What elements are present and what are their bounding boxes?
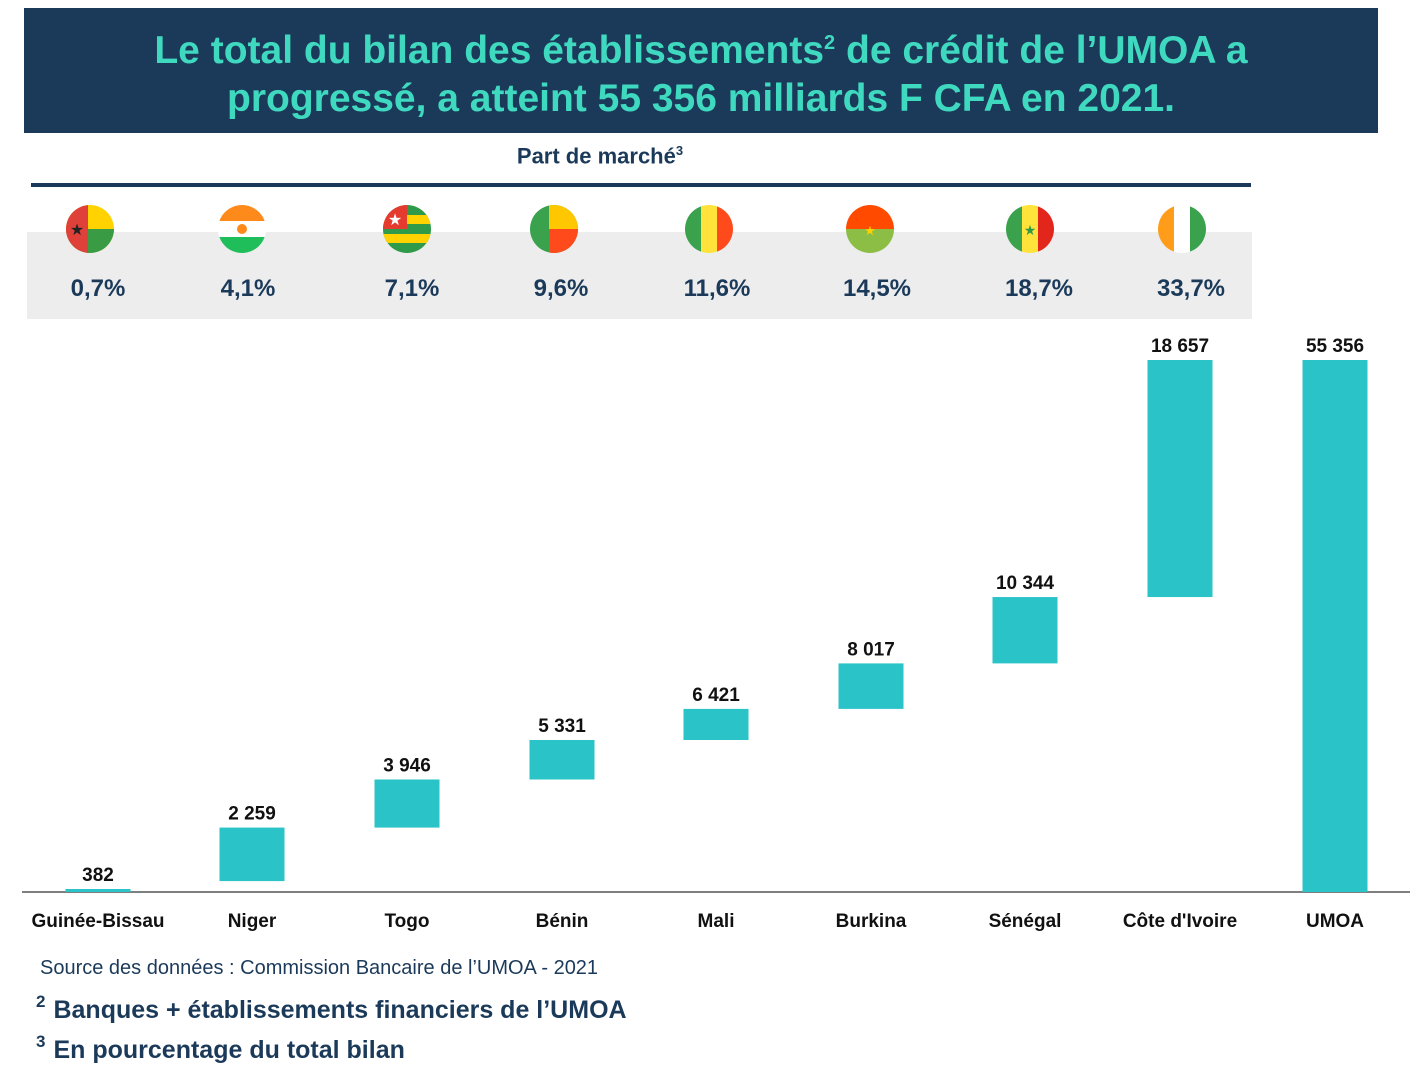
category-label: Sénégal: [989, 911, 1062, 932]
category-label: Bénin: [536, 911, 589, 932]
market-share-value: 4,1%: [220, 275, 276, 302]
niger-flag-icon: [218, 205, 266, 253]
category-label: UMOA: [1306, 911, 1364, 932]
heading-divider: [31, 183, 1251, 187]
svg-text:★: ★: [1024, 222, 1037, 238]
svg-text:★: ★: [70, 222, 84, 239]
data-label: 5 331: [538, 716, 586, 737]
data-label: 2 259: [228, 804, 276, 825]
mali-flag-icon: [685, 205, 733, 253]
category-label: Togo: [384, 911, 429, 932]
category-label: Burkina: [836, 911, 907, 932]
data-label: 8 017: [847, 639, 895, 660]
market-share-value: 14,5%: [842, 275, 912, 302]
market-share-value: 0,7%: [70, 275, 126, 302]
bar-b-nin: [529, 739, 595, 780]
footnote-2: 2 Banques + établissements financiers de …: [36, 992, 627, 1024]
bar-s-n-gal: [992, 597, 1058, 664]
category-label: Côte d'Ivoire: [1123, 911, 1237, 932]
market-share-value: 9,6%: [533, 275, 589, 302]
category-label: Niger: [228, 911, 277, 932]
data-label: 3 946: [383, 755, 431, 776]
bar-mali: [683, 708, 749, 740]
title-line-1: Le total du bilan des établissements2 de…: [154, 28, 1248, 72]
data-label: 55 356: [1306, 336, 1364, 357]
bar-togo: [374, 779, 440, 828]
data-label: 6 421: [692, 685, 740, 706]
market-share-value: 7,1%: [384, 275, 440, 302]
title-banner: Le total du bilan des établissements2 de…: [24, 8, 1378, 133]
cote-divoire-flag-icon: [1158, 205, 1206, 253]
market-share-value: 33,7%: [1156, 275, 1226, 302]
market-share-value: 18,7%: [1004, 275, 1074, 302]
source-note: Source des données : Commission Bancaire…: [40, 957, 599, 979]
svg-text:★: ★: [864, 223, 876, 238]
footnote-3: 3 En pourcentage du total bilan: [36, 1032, 405, 1064]
market-share-heading: Part de marché3: [516, 143, 684, 169]
bar-guin-e-bissau: [65, 889, 131, 892]
waterfall-chart: 382 Guinée-Bissau 2 259 Niger 3 946 Togo 5 331…: [22, 336, 1410, 932]
guinea-bissau-flag-icon: ★: [66, 205, 114, 253]
data-label: 18 657: [1151, 336, 1209, 357]
data-label: 10 344: [996, 573, 1055, 594]
togo-flag-icon: ★: [383, 205, 431, 253]
senegal-flag-icon: ★: [1006, 205, 1054, 253]
svg-text:★: ★: [388, 212, 402, 229]
title-line-2: progressé, a atteint 55 356 milliards F …: [227, 76, 1175, 120]
data-label: 382: [82, 865, 114, 886]
category-label: Guinée-Bissau: [31, 911, 164, 932]
market-share-value: 11,6%: [683, 275, 751, 302]
bar-niger: [219, 827, 285, 882]
category-label: Mali: [698, 911, 735, 932]
burkina-flag-icon: ★: [846, 205, 894, 253]
bar-c-te-d-ivoire: [1147, 360, 1213, 598]
benin-flag-icon: [530, 205, 578, 253]
bar-umoa: [1302, 360, 1368, 892]
bar-burkina: [838, 663, 904, 709]
